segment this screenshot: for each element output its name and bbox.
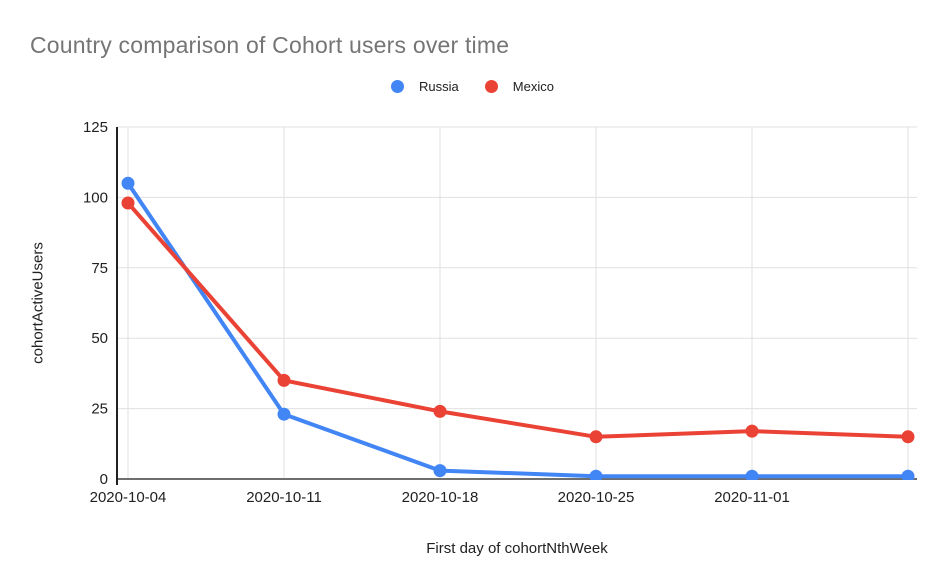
- y-tick-label: 100: [83, 189, 108, 206]
- data-point[interactable]: [901, 430, 915, 444]
- series-mexico: [121, 196, 915, 444]
- data-point[interactable]: [745, 424, 759, 438]
- data-point[interactable]: [589, 469, 603, 483]
- x-tick-label: 2020-10-11: [246, 489, 322, 506]
- legend: Russia Mexico: [0, 79, 945, 94]
- legend-dot-icon: [391, 80, 405, 93]
- legend-item-mexico[interactable]: Mexico: [484, 79, 554, 94]
- data-point[interactable]: [433, 464, 447, 478]
- x-tick-label: 2020-10-04: [90, 489, 167, 506]
- y-tick-label: 75: [91, 260, 108, 277]
- x-axis-title: First day of cohortNthWeek: [426, 540, 608, 557]
- data-point[interactable]: [277, 407, 291, 421]
- data-point[interactable]: [121, 196, 135, 210]
- legend-dot-icon: [484, 80, 498, 93]
- data-point[interactable]: [745, 469, 759, 483]
- data-point[interactable]: [433, 404, 447, 418]
- y-axis-title: cohortActiveUsers: [29, 242, 47, 364]
- data-point[interactable]: [901, 469, 915, 483]
- series-line: [126, 182, 908, 479]
- x-tick-label: 2020-11-01: [714, 489, 790, 506]
- y-tick-label: 125: [83, 119, 108, 136]
- series-line: [126, 201, 909, 439]
- legend-item-russia[interactable]: Russia: [391, 79, 459, 94]
- x-tick-label: 2020-10-18: [402, 489, 479, 506]
- y-tick-label: 0: [100, 471, 108, 488]
- data-point[interactable]: [277, 373, 291, 387]
- chart-title: Country comparison of Cohort users over …: [30, 32, 510, 58]
- series-russia: [121, 176, 915, 483]
- y-tick-label: 25: [91, 401, 108, 418]
- y-tick-label: 50: [91, 330, 108, 347]
- x-tick-label: 2020-10-25: [558, 489, 635, 506]
- legend-label: Russia: [419, 79, 459, 94]
- data-point[interactable]: [589, 430, 603, 444]
- legend-label: Mexico: [512, 79, 554, 94]
- data-point[interactable]: [121, 176, 135, 190]
